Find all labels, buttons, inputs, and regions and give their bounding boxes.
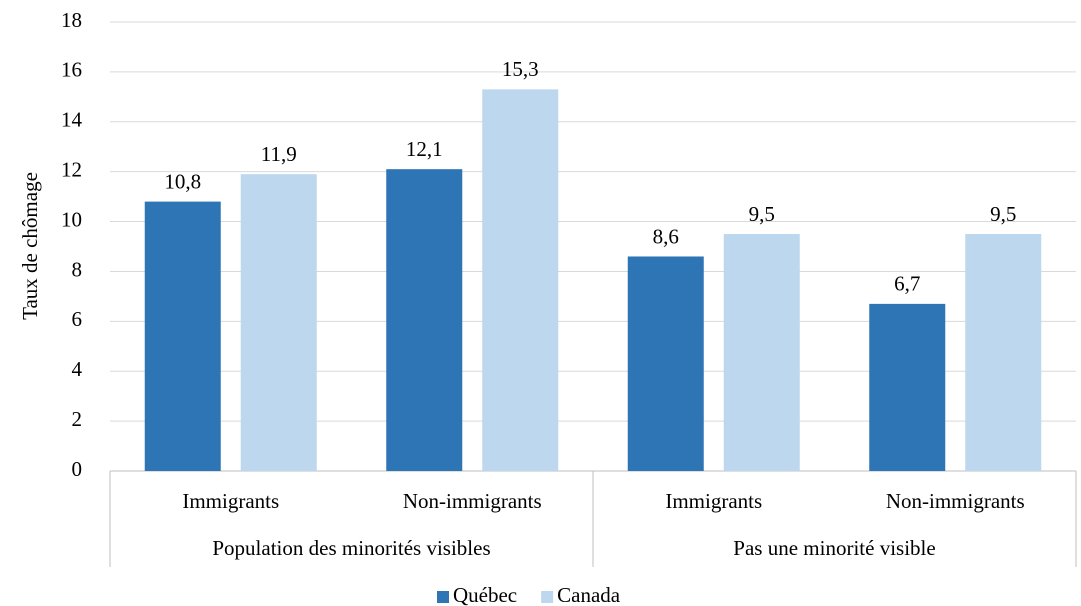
y-tick-label: 10 bbox=[61, 207, 82, 231]
bar bbox=[723, 234, 800, 471]
bar bbox=[482, 89, 559, 471]
value-label: 6,7 bbox=[894, 272, 920, 296]
bar bbox=[144, 201, 221, 471]
value-label: 15,3 bbox=[502, 57, 539, 81]
bar bbox=[965, 234, 1042, 471]
legend-label: Canada bbox=[557, 583, 621, 606]
y-tick-label: 0 bbox=[72, 457, 83, 481]
group-label: Pas une minorité visible bbox=[733, 536, 935, 560]
x-tick-label: Non-immigrants bbox=[403, 489, 542, 513]
value-label: 11,9 bbox=[261, 142, 297, 166]
value-label: 12,1 bbox=[406, 137, 443, 161]
x-tick-label: Immigrants bbox=[665, 489, 762, 513]
value-label: 10,8 bbox=[164, 169, 201, 193]
legend-label: Québec bbox=[453, 583, 517, 606]
value-label: 9,5 bbox=[749, 202, 775, 226]
legend-swatch bbox=[541, 591, 554, 603]
y-tick-label: 4 bbox=[72, 357, 83, 381]
bar bbox=[627, 256, 704, 471]
group-label: Population des minorités visibles bbox=[212, 536, 490, 560]
x-tick-label: Non-immigrants bbox=[886, 489, 1025, 513]
bar bbox=[869, 303, 946, 471]
y-tick-label: 14 bbox=[61, 108, 83, 132]
bar bbox=[386, 169, 463, 471]
legend-swatch bbox=[437, 591, 449, 603]
bar bbox=[240, 174, 317, 471]
y-tick-label: 16 bbox=[61, 58, 82, 82]
y-axis-label: Taux de chômage bbox=[18, 172, 42, 320]
value-label: 9,5 bbox=[990, 202, 1016, 226]
y-tick-label: 12 bbox=[61, 157, 82, 181]
y-tick-label: 2 bbox=[72, 407, 83, 431]
y-tick-label: 8 bbox=[72, 257, 83, 281]
y-tick-label: 18 bbox=[61, 8, 82, 32]
value-label: 8,6 bbox=[653, 224, 679, 248]
y-tick-label: 6 bbox=[72, 307, 83, 331]
x-tick-label: Immigrants bbox=[182, 489, 279, 513]
